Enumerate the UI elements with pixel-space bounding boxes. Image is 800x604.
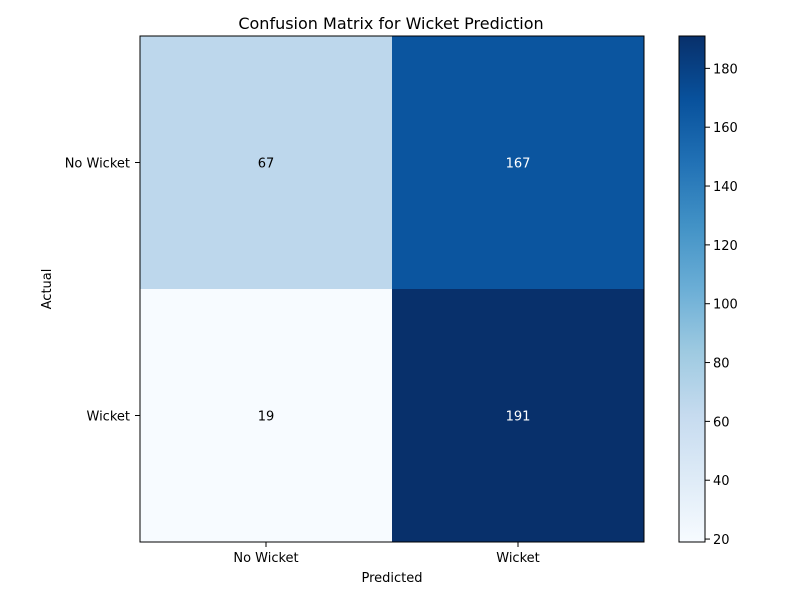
colorbar bbox=[678, 35, 706, 543]
x-axis-label: Predicted bbox=[361, 571, 422, 586]
colorbar-tick-label: 40 bbox=[713, 474, 730, 489]
x-tick-label-wicket: Wicket bbox=[496, 551, 540, 566]
heatmap-cell bbox=[392, 289, 644, 542]
heatmap-cell-labels: 67 167 19 191 bbox=[258, 157, 531, 425]
chart-title: Confusion Matrix for Wicket Prediction bbox=[238, 14, 543, 33]
colorbar-tick-label: 180 bbox=[713, 62, 738, 77]
colorbar-ticks: 20 40 60 80 100 120 140 160 180 bbox=[705, 62, 738, 548]
colorbar-tick-label: 100 bbox=[713, 298, 738, 313]
heatmap-cell bbox=[140, 36, 392, 289]
cell-value-label: 19 bbox=[258, 410, 275, 425]
colorbar-tick-label: 140 bbox=[713, 180, 738, 195]
y-tick-label-no-wicket: No Wicket bbox=[65, 157, 130, 172]
x-axis-ticks: No Wicket Wicket bbox=[233, 542, 540, 566]
cell-value-label: 191 bbox=[506, 410, 531, 425]
colorbar-tick-label: 80 bbox=[713, 357, 730, 372]
y-axis-ticks: No Wicket Wicket bbox=[65, 157, 140, 425]
cell-value-label: 67 bbox=[258, 157, 275, 172]
colorbar-tick-label: 160 bbox=[713, 121, 738, 136]
colorbar-tick-label: 120 bbox=[713, 239, 738, 254]
colorbar-tick-label: 60 bbox=[713, 415, 730, 430]
heatmap-cell bbox=[140, 289, 392, 542]
y-tick-label-wicket: Wicket bbox=[87, 410, 131, 425]
heatmap-cell bbox=[392, 36, 644, 289]
x-tick-label-no-wicket: No Wicket bbox=[233, 551, 298, 566]
heatmap-cells bbox=[140, 36, 644, 542]
y-axis-label: Actual bbox=[40, 269, 55, 310]
colorbar-tick-label: 20 bbox=[713, 533, 730, 548]
plot-frame bbox=[139, 35, 645, 543]
cell-value-label: 167 bbox=[506, 157, 531, 172]
